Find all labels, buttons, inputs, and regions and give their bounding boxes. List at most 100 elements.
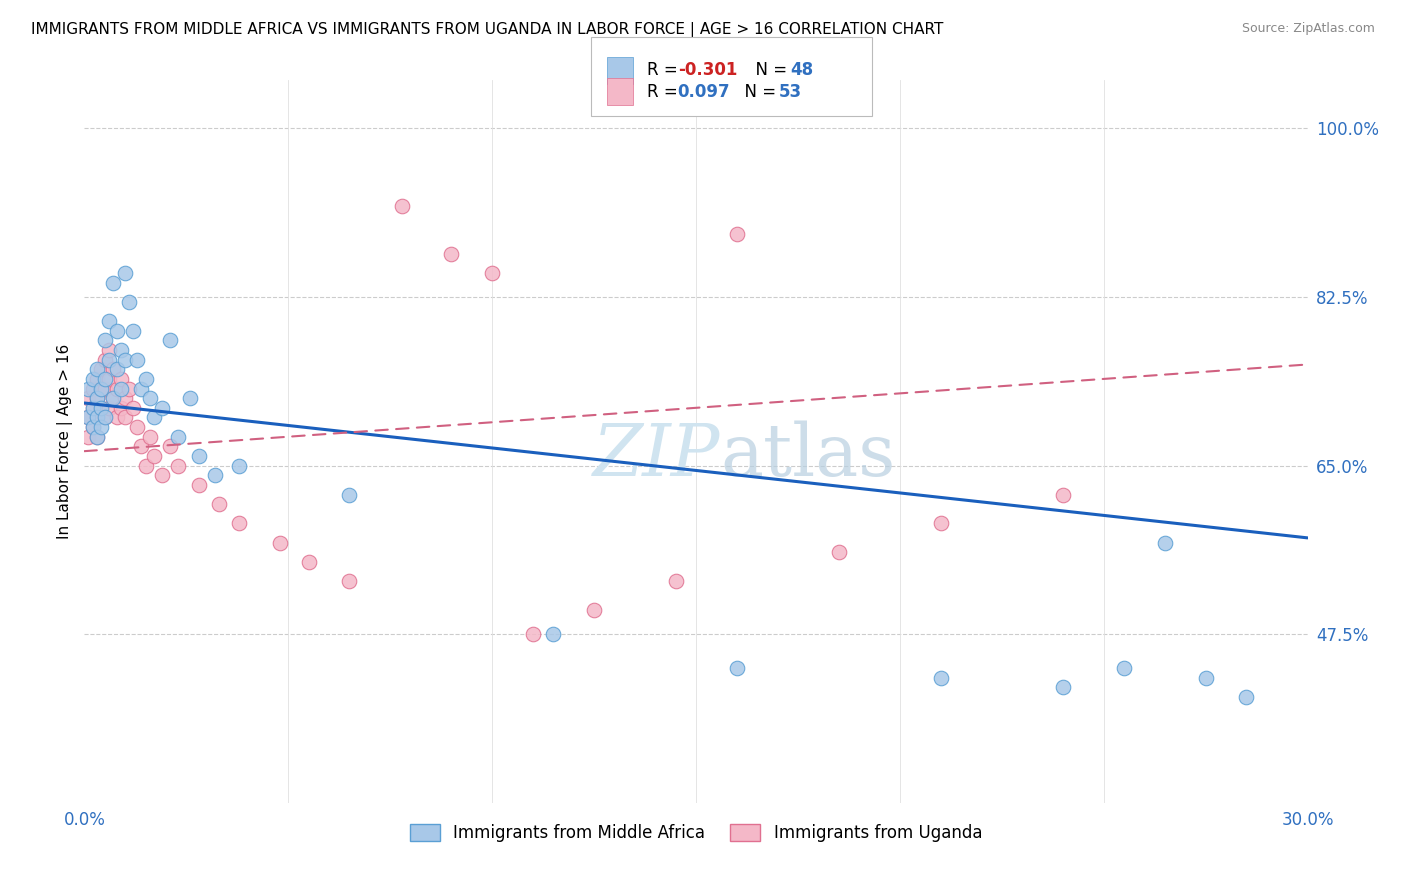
Point <box>93 382 115 396</box>
Point <box>105 382 128 396</box>
Text: -0.301: -0.301 <box>678 62 737 79</box>
Legend: Immigrants from Middle Africa, Immigrants from Uganda: Immigrants from Middle Africa, Immigrant… <box>404 817 988 848</box>
Point <box>82 382 104 396</box>
Point <box>86 362 108 376</box>
Point <box>77 410 100 425</box>
Point <box>142 449 165 463</box>
Point <box>481 266 503 280</box>
Point <box>110 382 132 396</box>
Point <box>93 352 115 367</box>
Point <box>97 314 120 328</box>
Point <box>86 391 108 405</box>
Point <box>114 410 136 425</box>
Point <box>725 661 748 675</box>
Point <box>583 603 606 617</box>
Point <box>127 352 149 367</box>
Point <box>339 487 361 501</box>
Text: IMMIGRANTS FROM MIDDLE AFRICA VS IMMIGRANTS FROM UGANDA IN LABOR FORCE | AGE > 1: IMMIGRANTS FROM MIDDLE AFRICA VS IMMIGRA… <box>31 22 943 38</box>
Point <box>138 430 160 444</box>
Point <box>97 401 120 415</box>
Point <box>90 401 112 415</box>
Point <box>101 391 124 405</box>
Point <box>93 334 115 348</box>
Point <box>131 439 153 453</box>
Point <box>1236 690 1258 704</box>
Point <box>179 391 201 405</box>
Point <box>86 430 108 444</box>
Point <box>86 410 108 425</box>
Text: N =: N = <box>734 83 782 101</box>
Point <box>725 227 748 242</box>
Y-axis label: In Labor Force | Age > 16: In Labor Force | Age > 16 <box>58 344 73 539</box>
Point <box>90 382 112 396</box>
Point <box>110 401 132 415</box>
Point <box>93 372 115 386</box>
Point <box>77 430 100 444</box>
Point <box>77 382 100 396</box>
Text: N =: N = <box>745 62 793 79</box>
Point <box>90 401 112 415</box>
Point <box>114 391 136 405</box>
Point <box>82 401 104 415</box>
Point <box>159 334 181 348</box>
Point <box>97 372 120 386</box>
Point <box>204 468 226 483</box>
Point <box>929 516 952 531</box>
Text: 0.097: 0.097 <box>678 83 730 101</box>
Point <box>118 294 141 309</box>
Point <box>142 410 165 425</box>
Point <box>86 430 108 444</box>
Point <box>93 410 115 425</box>
Point <box>187 478 209 492</box>
Point <box>159 439 181 453</box>
Point <box>1052 487 1074 501</box>
Point <box>131 382 153 396</box>
Text: 53: 53 <box>779 83 801 101</box>
Point <box>298 555 321 569</box>
Point <box>97 343 120 357</box>
Point <box>440 246 463 260</box>
Point <box>90 362 112 376</box>
Point <box>522 627 544 641</box>
Point <box>110 343 132 357</box>
Point <box>110 372 132 386</box>
Point <box>101 391 124 405</box>
Point <box>86 410 108 425</box>
Point <box>122 324 145 338</box>
Point <box>114 352 136 367</box>
Text: R =: R = <box>647 62 683 79</box>
Text: atlas: atlas <box>720 421 896 491</box>
Point <box>208 497 231 511</box>
Text: Source: ZipAtlas.com: Source: ZipAtlas.com <box>1241 22 1375 36</box>
Point <box>543 627 565 641</box>
Point <box>118 382 141 396</box>
Point <box>127 420 149 434</box>
Point <box>1195 671 1218 685</box>
Text: 48: 48 <box>790 62 813 79</box>
Point <box>150 468 173 483</box>
Point <box>82 420 104 434</box>
Text: ZIP: ZIP <box>593 421 720 491</box>
Point <box>269 535 291 549</box>
Point <box>105 410 128 425</box>
Point <box>339 574 361 589</box>
Point <box>82 372 104 386</box>
Point <box>1114 661 1136 675</box>
Point <box>929 671 952 685</box>
Point <box>828 545 851 559</box>
Point <box>105 324 128 338</box>
Point <box>665 574 688 589</box>
Point <box>1154 535 1177 549</box>
Point <box>228 516 250 531</box>
Point <box>1052 680 1074 694</box>
Point <box>228 458 250 473</box>
Point <box>82 420 104 434</box>
Point <box>90 420 112 434</box>
Point <box>97 352 120 367</box>
Point <box>90 382 112 396</box>
Point <box>391 198 413 212</box>
Point <box>105 362 128 376</box>
Point <box>101 362 124 376</box>
Point <box>77 391 100 405</box>
Point <box>93 410 115 425</box>
